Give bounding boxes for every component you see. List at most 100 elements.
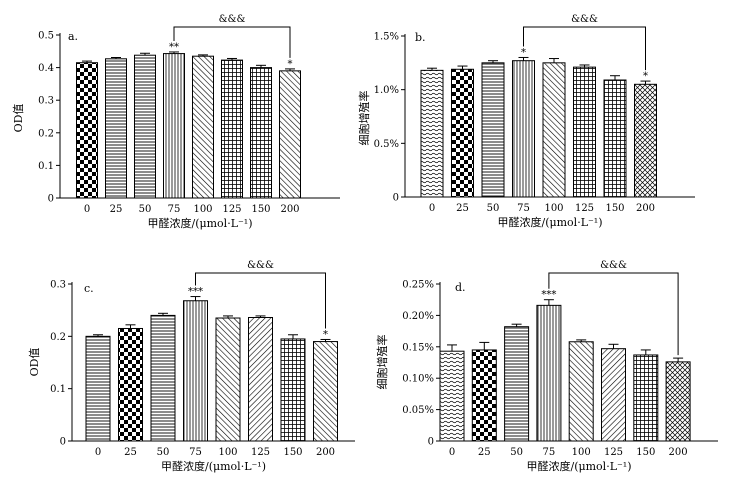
x-tick-label: 25 [110, 204, 123, 215]
bar-200 [665, 361, 691, 442]
x-tick-label: 25 [478, 447, 491, 458]
bar-150 [633, 354, 659, 442]
y-tick-label: 0.25% [402, 280, 434, 291]
significance-mark: *** [541, 290, 556, 301]
panel-label: d. [455, 281, 466, 294]
x-tick-label: 0 [95, 447, 101, 458]
y-tick-label: 0.5% [374, 139, 399, 150]
x-tick-label: 100 [544, 203, 563, 214]
bar-200 [313, 341, 338, 442]
bar-150 [280, 338, 306, 442]
chart-panel-d: 0 0.05% 0.10% 0.15% 0.20% 0.25% 0 25 50 75 *** 100 1… [375, 260, 718, 473]
y-tick-label: 0.20% [402, 311, 434, 322]
bar-75 [183, 300, 208, 442]
significance-mark: *** [188, 287, 203, 298]
x-axis-title: 甲醛浓度/(μmol·L⁻¹) [497, 215, 602, 229]
bar-0 [420, 69, 444, 198]
bar-75 [536, 304, 562, 442]
x-tick-label: 25 [124, 447, 137, 458]
panel-label: b. [415, 31, 426, 44]
bracket-label: &&& [247, 260, 274, 271]
significance-mark: ** [169, 42, 179, 53]
x-tick-label: 125 [222, 204, 241, 215]
bar-150 [603, 79, 627, 198]
x-tick-label: 200 [316, 447, 335, 458]
x-tick-label: 50 [157, 447, 170, 458]
significance-mark: * [288, 59, 293, 70]
x-tick-label: 75 [189, 447, 202, 458]
bar-50 [481, 62, 505, 198]
x-tick-label: 100 [193, 204, 212, 215]
y-tick-label: 0.1 [50, 384, 66, 395]
x-tick-label: 200 [636, 203, 655, 214]
significance-mark: * [521, 47, 526, 58]
significance-mark: * [323, 329, 328, 340]
comparison-bracket [548, 272, 679, 356]
bracket-label: &&& [571, 14, 598, 25]
bar-125 [248, 316, 273, 442]
panel-label: a. [68, 30, 78, 43]
x-tick-label: 50 [487, 203, 500, 214]
chart-panel-a: 0 0.1 0.2 0.3 0.4 0.5 0 25 50 75 ** 100 125 150 200 * &&… [12, 14, 340, 230]
bar-75 [512, 60, 535, 198]
bar-0 [439, 350, 465, 442]
x-tick-label: 125 [604, 447, 623, 458]
y-tick-label: 0.3 [50, 280, 66, 291]
x-tick-label: 0 [429, 203, 435, 214]
x-axis-title: 甲醛浓度/(μmol·L⁻¹) [161, 459, 266, 473]
y-tick-label: 0.3 [38, 96, 54, 107]
bar-50 [134, 54, 156, 199]
y-tick-label: 0.2 [38, 128, 54, 139]
x-tick-label: 25 [456, 203, 469, 214]
bar-100 [542, 62, 566, 198]
bar-25 [105, 58, 127, 199]
bar-0 [85, 335, 111, 442]
bar-25 [451, 68, 474, 198]
bar-50 [504, 326, 530, 442]
y-tick-label: 0.2 [50, 332, 66, 343]
significance-mark: * [643, 71, 648, 82]
y-tick-label: 0.1 [38, 161, 54, 172]
x-tick-label: 200 [669, 447, 688, 458]
y-tick-label: 0.05% [402, 405, 434, 416]
bar-100 [192, 55, 214, 199]
panel-label: c. [84, 282, 94, 295]
x-tick-label: 100 [572, 447, 591, 458]
bar-50 [150, 314, 176, 442]
comparison-bracket [173, 26, 291, 58]
bar-125 [221, 59, 243, 199]
x-tick-label: 200 [280, 204, 299, 215]
x-tick-label: 125 [575, 203, 594, 214]
x-axis-title: 甲醛浓度/(μmol·L⁻¹) [147, 216, 252, 230]
bar-25 [118, 327, 143, 442]
x-tick-label: 125 [251, 447, 270, 458]
bar-125 [573, 66, 596, 198]
y-tick-label: 0.10% [402, 374, 434, 385]
bar-200 [279, 70, 301, 199]
y-tick-label: 0.4 [38, 63, 54, 74]
bar-75 [163, 53, 185, 199]
x-tick-label: 75 [168, 204, 181, 215]
bar-100 [215, 317, 241, 442]
x-tick-label: 100 [218, 447, 237, 458]
bar-125 [601, 348, 626, 442]
x-tick-label: 75 [517, 203, 530, 214]
bracket-label: &&& [600, 260, 627, 271]
y-axis-title: 细胞增殖率 [357, 91, 371, 146]
bar-200 [634, 83, 657, 198]
x-tick-label: 150 [251, 204, 270, 215]
x-tick-label: 150 [605, 203, 624, 214]
x-tick-label: 50 [139, 204, 152, 215]
comparison-bracket [195, 272, 326, 329]
x-tick-label: 150 [636, 447, 655, 458]
chart-panel-b: 0 0.5% 1.0% 1.5% 0 25 50 75 * 100 125 150 200 * &&& b. 甲… [357, 14, 695, 229]
y-axis-title: 细胞增殖率 [375, 335, 389, 390]
x-tick-label: 75 [543, 447, 556, 458]
x-axis-title: 甲醛浓度/(μmol·L⁻¹) [526, 459, 631, 473]
comparison-bracket [523, 26, 646, 71]
x-tick-label: 50 [510, 447, 523, 458]
bar-0 [76, 62, 98, 199]
x-tick-label: 0 [449, 447, 455, 458]
y-tick-label: 1.0% [374, 85, 399, 96]
